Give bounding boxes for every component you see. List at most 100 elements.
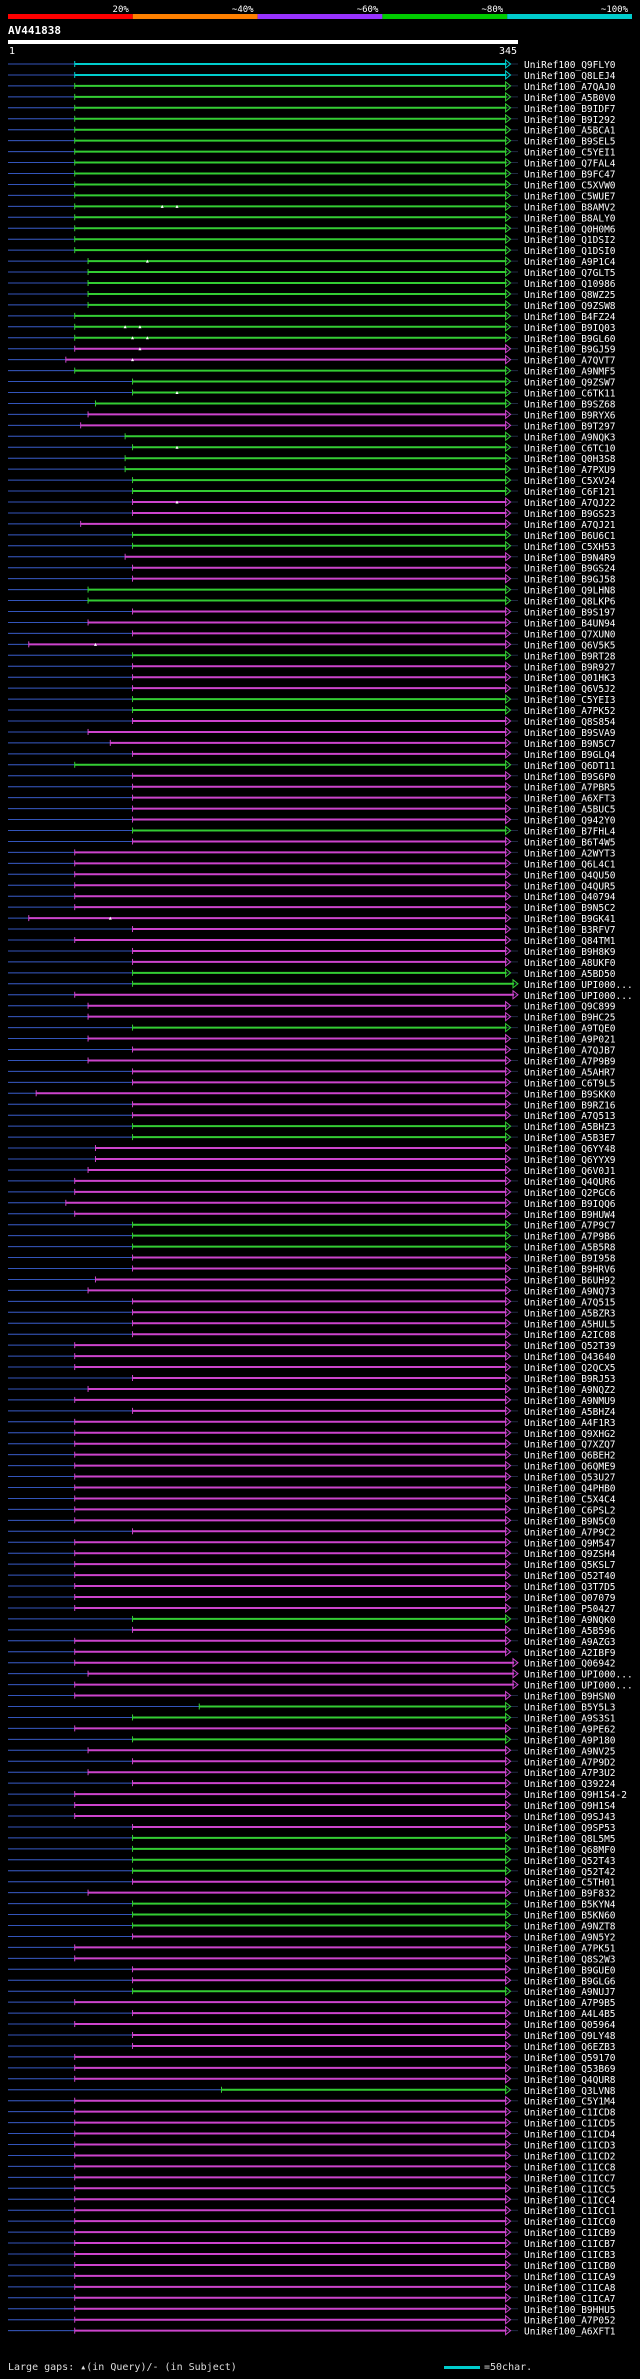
hit-label[interactable]: UniRef100_Q9LY48	[524, 2031, 616, 2042]
hit-label[interactable]: UniRef100_Q4QUR8	[524, 2075, 616, 2086]
hit-label[interactable]: UniRef100_A7P9B6	[524, 1232, 616, 1243]
hit-label[interactable]: UniRef100_C1ICC7	[524, 2173, 616, 2184]
hit-label[interactable]: UniRef100_B9I292	[524, 115, 616, 126]
hit-row[interactable]: UniRef100_Q4QUR6	[8, 1175, 616, 1188]
hit-row[interactable]: UniRef100_C1ICB7	[8, 2238, 616, 2250]
hit-row[interactable]: UniRef100_B9GL60	[8, 332, 616, 345]
hit-row[interactable]: UniRef100_UPI000...	[8, 1668, 633, 1681]
hit-label[interactable]: UniRef100_Q10986	[524, 279, 616, 290]
hit-row[interactable]: UniRef100_Q6YY48	[8, 1143, 616, 1155]
hit-row[interactable]: UniRef100_A7P9B6	[8, 1230, 616, 1243]
hit-label[interactable]: UniRef100_UPI000...	[524, 1670, 633, 1681]
hit-row[interactable]: UniRef100_A4L4B5	[8, 2008, 616, 2020]
hit-label[interactable]: UniRef100_C1ICB0	[524, 2261, 616, 2272]
hit-row[interactable]: UniRef100_A2WYT3	[8, 847, 616, 859]
hit-row[interactable]: UniRef100_C5Y1M4	[8, 2095, 616, 2108]
hit-label[interactable]: UniRef100_C1ICC4	[524, 2195, 616, 2206]
hit-row[interactable]: UniRef100_B9HHU5	[8, 2303, 616, 2316]
hit-label[interactable]: UniRef100_A7P9D2	[524, 1757, 616, 1768]
hit-label[interactable]: UniRef100_C5TH01	[524, 1878, 616, 1889]
hit-row[interactable]: UniRef100_C1ICB3	[8, 2248, 616, 2261]
hit-row[interactable]: UniRef100_B9SZ68	[8, 398, 616, 410]
hit-row[interactable]: UniRef100_A9NUJ7	[8, 1986, 616, 1998]
hit-row[interactable]: UniRef100_A7QJ22	[8, 496, 616, 509]
hit-label[interactable]: UniRef100_Q52T40	[524, 1571, 616, 1582]
hit-label[interactable]: UniRef100_C5XV24	[524, 476, 616, 487]
hit-label[interactable]: UniRef100_B6UH92	[524, 1275, 616, 1286]
hit-label[interactable]: UniRef100_A9S3S1	[524, 1713, 616, 1724]
hit-row[interactable]: UniRef100_Q7XUN0	[8, 628, 616, 640]
hit-label[interactable]: UniRef100_Q6DT11	[524, 761, 616, 772]
hit-label[interactable]: UniRef100_B9GS23	[524, 509, 616, 520]
hit-row[interactable]: UniRef100_A9NMF5	[8, 365, 616, 378]
hit-row[interactable]: UniRef100_Q4QUR8	[8, 2073, 616, 2086]
hit-label[interactable]: UniRef100_C1ICC5	[524, 2184, 616, 2195]
hit-row[interactable]: UniRef100_C5YEI3	[8, 694, 616, 706]
hit-row[interactable]: UniRef100_Q9C899	[8, 1000, 616, 1013]
hit-label[interactable]: UniRef100_B6T4W5	[524, 837, 616, 848]
hit-label[interactable]: UniRef100_C6T9L5	[524, 1078, 616, 1089]
hit-row[interactable]: UniRef100_B9FC47	[8, 168, 616, 181]
hit-row[interactable]: UniRef100_Q6V5J2	[8, 683, 616, 695]
hit-row[interactable]: UniRef100_C5XV24	[8, 475, 616, 487]
hit-row[interactable]: UniRef100_A7P9C2	[8, 1526, 616, 1538]
hit-row[interactable]: UniRef100_C1ICD4	[8, 2128, 616, 2141]
hit-label[interactable]: UniRef100_A5B596	[524, 1626, 616, 1637]
hit-row[interactable]: UniRef100_C1ICC0	[8, 2216, 616, 2228]
hit-row[interactable]: UniRef100_B9F832	[8, 1887, 616, 1900]
hit-row[interactable]: UniRef100_A5B596	[8, 1624, 616, 1637]
hit-row[interactable]: UniRef100_A7QJB7	[8, 1044, 616, 1057]
hit-label[interactable]: UniRef100_Q9SJ43	[524, 1812, 616, 1823]
hit-row[interactable]: UniRef100_B6T4W5	[8, 836, 616, 848]
hit-row[interactable]: UniRef100_A9S3S1	[8, 1712, 616, 1724]
hit-row[interactable]: UniRef100_Q9M547	[8, 1537, 616, 1549]
hit-row[interactable]: UniRef100_A5B0V0	[8, 91, 616, 104]
hit-row[interactable]: UniRef100_A8UKF0	[8, 956, 616, 969]
hit-label[interactable]: UniRef100_Q9ZSH4	[524, 1549, 616, 1560]
hit-label[interactable]: UniRef100_Q4QU50	[524, 870, 616, 881]
hit-row[interactable]: UniRef100_B9IQ03	[8, 321, 616, 334]
hit-row[interactable]: UniRef100_A7P052	[8, 2314, 616, 2327]
hit-label[interactable]: UniRef100_Q6EZB3	[524, 2042, 616, 2053]
hit-label[interactable]: UniRef100_C1ICD3	[524, 2141, 616, 2152]
hit-label[interactable]: UniRef100_B9SEL5	[524, 137, 616, 148]
hit-row[interactable]: UniRef100_Q43640	[8, 1351, 616, 1363]
hit-row[interactable]: UniRef100_C1ICA7	[8, 2292, 616, 2305]
hit-label[interactable]: UniRef100_B9T297	[524, 421, 616, 432]
hit-label[interactable]: UniRef100_A5BCA1	[524, 126, 616, 137]
hit-row[interactable]: UniRef100_Q8LEJ4	[8, 69, 616, 82]
hit-row[interactable]: UniRef100_A5BD50	[8, 967, 616, 980]
hit-label[interactable]: UniRef100_C1ICB3	[524, 2250, 616, 2261]
hit-row[interactable]: UniRef100_C1ICD2	[8, 2150, 616, 2162]
hit-row[interactable]: UniRef100_C1ICA9	[8, 2270, 616, 2283]
hit-row[interactable]: UniRef100_A5BUC5	[8, 803, 616, 816]
hit-row[interactable]: UniRef100_A6XFT3	[8, 792, 616, 805]
hit-row[interactable]: UniRef100_B4FZ24	[8, 310, 616, 323]
hit-row[interactable]: UniRef100_B9RT28	[8, 650, 616, 662]
hit-label[interactable]: UniRef100_A7PXU9	[524, 465, 616, 476]
hit-row[interactable]: UniRef100_B9S197	[8, 606, 616, 619]
hit-label[interactable]: UniRef100_Q4QUR6	[524, 1177, 616, 1188]
hit-row[interactable]: UniRef100_A4F1R3	[8, 1416, 616, 1429]
hit-label[interactable]: UniRef100_Q4PHB0	[524, 1484, 616, 1495]
hit-row[interactable]: UniRef100_A9NQZ2	[8, 1383, 616, 1396]
hit-label[interactable]: UniRef100_A5B5R8	[524, 1243, 616, 1254]
hit-row[interactable]: UniRef100_A7QJ21	[8, 518, 616, 531]
hit-label[interactable]: UniRef100_C1ICD5	[524, 2119, 616, 2130]
hit-label[interactable]: UniRef100_A5HUL5	[524, 1319, 616, 1330]
hit-label[interactable]: UniRef100_B9GJ58	[524, 575, 616, 586]
hit-label[interactable]: UniRef100_B9F832	[524, 1889, 616, 1900]
hit-label[interactable]: UniRef100_B9SZ68	[524, 399, 616, 410]
hit-row[interactable]: UniRef100_Q7GLT5	[8, 267, 616, 279]
hit-label[interactable]: UniRef100_A9NZT8	[524, 1922, 616, 1933]
hit-label[interactable]: UniRef100_B9S6P0	[524, 772, 616, 783]
hit-label[interactable]: UniRef100_A2IBF9	[524, 1648, 616, 1659]
hit-row[interactable]: UniRef100_Q9XHG2	[8, 1427, 616, 1440]
hit-label[interactable]: UniRef100_Q9XHG2	[524, 1429, 616, 1440]
hit-label[interactable]: UniRef100_A7P9C7	[524, 1221, 616, 1232]
hit-label[interactable]: UniRef100_Q52T39	[524, 1341, 616, 1352]
hit-row[interactable]: UniRef100_Q8WZ25	[8, 288, 616, 301]
hit-row[interactable]: UniRef100_A5B3E7	[8, 1132, 616, 1144]
hit-label[interactable]: UniRef100_B9HRV6	[524, 1265, 616, 1276]
hit-row[interactable]: UniRef100_C1ICC7	[8, 2172, 616, 2184]
